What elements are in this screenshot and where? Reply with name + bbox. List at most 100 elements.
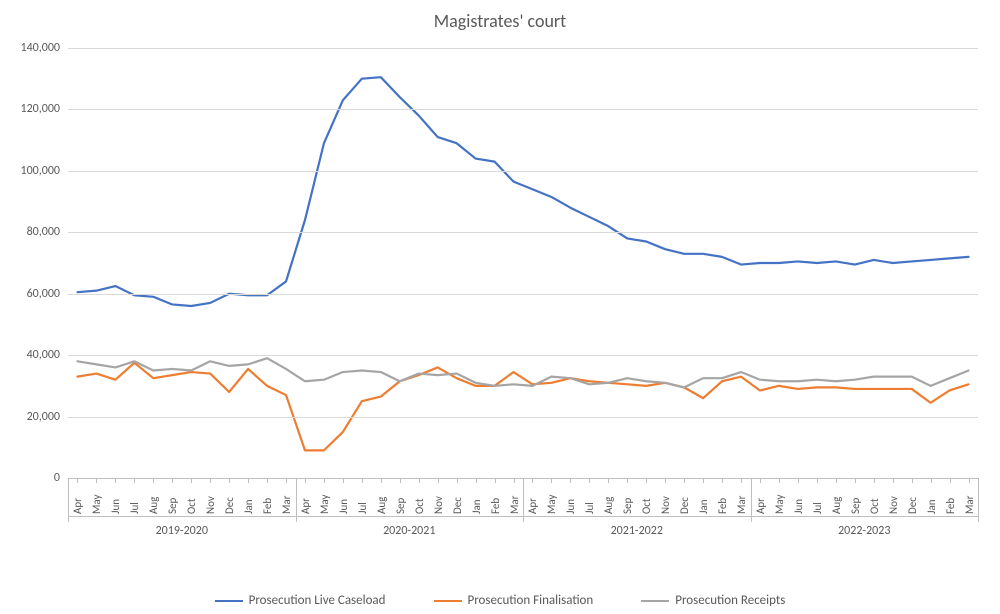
series-line [77, 358, 968, 387]
x-axis-month-label: Apr [527, 484, 538, 514]
x-axis-month-label: Nov [433, 484, 444, 514]
x-tick [324, 478, 325, 483]
x-tick [570, 478, 571, 483]
x-tick [381, 478, 382, 483]
x-axis-month-label: Jul [129, 484, 140, 514]
gridline [68, 232, 978, 233]
x-tick [608, 478, 609, 483]
x-axis: Apr May Jun Jul Aug Sep Oct Nov Dec Jan Feb Mar Apr M… [68, 478, 978, 558]
x-axis-month-label: Aug [376, 484, 387, 514]
x-axis-month-label: Nov [888, 484, 899, 514]
series-line [77, 363, 968, 451]
x-axis-month-label: Dec [452, 484, 463, 514]
x-axis-month-label: Feb [945, 484, 956, 514]
x-axis-month-label: May [546, 484, 557, 514]
legend-label: Prosecution Live Caseload [249, 593, 386, 608]
legend: Prosecution Live Caseload Prosecution Fin… [0, 591, 1000, 609]
x-axis-month-label: Jan [698, 484, 709, 514]
x-axis-month-label: Dec [907, 484, 918, 514]
x-tick [722, 478, 723, 483]
y-axis-label: 60,000 [0, 287, 60, 301]
x-tick [893, 478, 894, 483]
x-axis-month-label: Nov [660, 484, 671, 514]
x-axis-month-label: Aug [831, 484, 842, 514]
x-tick [400, 478, 401, 483]
y-axis-label: 40,000 [0, 348, 60, 362]
x-tick [627, 478, 628, 483]
x-tick [589, 478, 590, 483]
x-axis-month-label: Oct [186, 484, 197, 514]
x-axis-month-label: Oct [641, 484, 652, 514]
x-axis-month-label: Dec [224, 484, 235, 514]
x-tick [912, 478, 913, 483]
x-axis-month-label: Jun [338, 484, 349, 514]
x-axis-month-label: Apr [300, 484, 311, 514]
gridline [68, 355, 978, 356]
x-axis-month-label: Apr [72, 484, 83, 514]
x-tick [419, 478, 420, 483]
x-tick [798, 478, 799, 483]
x-axis-month-label: Sep [167, 484, 178, 514]
x-tick [855, 478, 856, 483]
x-tick [836, 478, 837, 483]
x-axis-month-label: Sep [850, 484, 861, 514]
x-axis-month-label: Jun [793, 484, 804, 514]
legend-item: Prosecution Finalisation [434, 593, 594, 608]
legend-swatch [641, 600, 669, 602]
series-line [77, 77, 968, 306]
gridline [68, 294, 978, 295]
x-tick [551, 478, 552, 483]
x-axis-month-label: Jul [584, 484, 595, 514]
legend-label: Prosecution Receipts [675, 593, 785, 608]
x-axis-month-label: Jul [357, 484, 368, 514]
x-tick [969, 478, 970, 483]
x-axis-month-label: Jul [812, 484, 823, 514]
gridline [68, 417, 978, 418]
x-tick [495, 478, 496, 483]
x-tick [457, 478, 458, 483]
x-tick [134, 478, 135, 483]
x-axis-month-label: Mar [281, 484, 292, 514]
x-axis-month-label: May [91, 484, 102, 514]
x-tick [305, 478, 306, 483]
x-axis-year-label: 2022-2023 [838, 524, 890, 538]
x-tick [741, 478, 742, 483]
y-axis-label: 80,000 [0, 225, 60, 239]
x-axis-month-label: Aug [603, 484, 614, 514]
series-svg [68, 48, 978, 478]
y-axis-label: 0 [0, 471, 60, 485]
x-tick [343, 478, 344, 483]
legend-item: Prosecution Receipts [641, 593, 785, 608]
x-axis-month-label: Feb [717, 484, 728, 514]
x-axis-month-label: May [319, 484, 330, 514]
x-axis-month-label: Jan [243, 484, 254, 514]
x-tick [172, 478, 173, 483]
chart-title: Magistrates' court [0, 0, 1000, 38]
x-axis-month-label: Jan [471, 484, 482, 514]
legend-item: Prosecution Live Caseload [215, 593, 386, 608]
x-tick [286, 478, 287, 483]
x-axis-month-label: Jan [926, 484, 937, 514]
x-tick [684, 478, 685, 483]
x-axis-month-label: Feb [262, 484, 273, 514]
x-axis-month-label: Sep [395, 484, 406, 514]
x-tick [532, 478, 533, 483]
x-tick [950, 478, 951, 483]
x-tick [191, 478, 192, 483]
x-axis-year-label: 2020-2021 [383, 524, 435, 538]
x-axis-month-label: Apr [755, 484, 766, 514]
gridline [68, 48, 978, 49]
x-tick [703, 478, 704, 483]
x-axis-month-label: Sep [622, 484, 633, 514]
x-axis-month-label: Aug [148, 484, 159, 514]
x-tick [115, 478, 116, 483]
x-axis-month-label: Mar [964, 484, 975, 514]
x-tick [760, 478, 761, 483]
x-axis-month-label: Oct [414, 484, 425, 514]
x-tick [77, 478, 78, 483]
x-tick [817, 478, 818, 483]
x-tick [362, 478, 363, 483]
x-tick [665, 478, 666, 483]
x-tick [96, 478, 97, 483]
x-tick [267, 478, 268, 483]
